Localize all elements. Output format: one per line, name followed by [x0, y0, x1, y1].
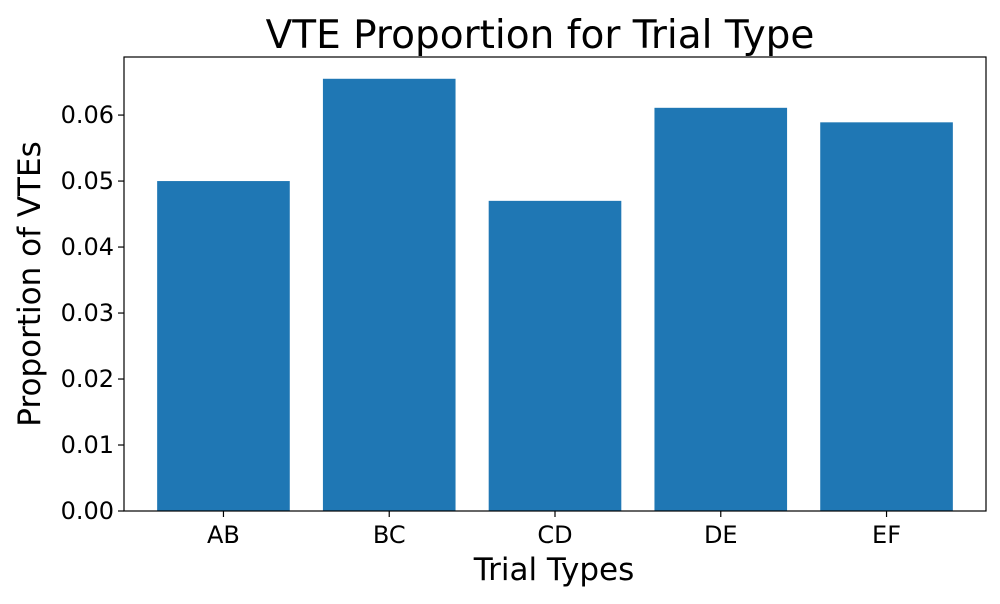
y-axis-ticks: 0.00 0.01 0.02 0.03 0.04 0.05 0.06 — [61, 101, 124, 525]
y-tick-label: 0.02 — [61, 365, 114, 393]
bar-de — [654, 107, 788, 511]
bar-cd — [488, 200, 622, 511]
x-tick-label: BC — [373, 521, 406, 549]
x-axis-ticks: AB BC CD DE EF — [207, 511, 901, 549]
x-tick-label: EF — [872, 521, 901, 549]
y-axis-label: Proportion of VTEs — [12, 141, 48, 426]
y-tick-label: 0.05 — [61, 167, 114, 195]
y-tick-label: 0.00 — [61, 497, 114, 525]
bar-ef — [820, 122, 953, 511]
y-tick-label: 0.01 — [61, 431, 114, 459]
x-axis-label: Trial Types — [473, 552, 635, 588]
plot-frame — [123, 56, 987, 512]
bar-bc — [322, 78, 456, 511]
x-tick-label: AB — [207, 521, 240, 549]
y-tick-label: 0.03 — [61, 299, 114, 327]
x-tick-label: DE — [704, 521, 738, 549]
bar-ab — [157, 181, 290, 511]
y-tick-label: 0.06 — [61, 101, 114, 129]
bars-layer — [157, 78, 953, 511]
y-tick-label: 0.04 — [61, 233, 114, 261]
chart-title: VTE Proportion for Trial Type — [266, 13, 815, 58]
x-tick-label: CD — [537, 521, 572, 549]
